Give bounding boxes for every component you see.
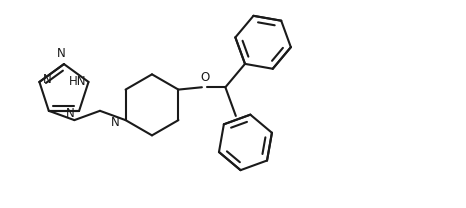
Text: HN: HN [69, 76, 86, 88]
Text: N: N [111, 116, 120, 129]
Text: N: N [57, 47, 66, 60]
Text: O: O [200, 71, 210, 84]
Text: N: N [43, 73, 52, 86]
Text: N: N [66, 107, 75, 120]
